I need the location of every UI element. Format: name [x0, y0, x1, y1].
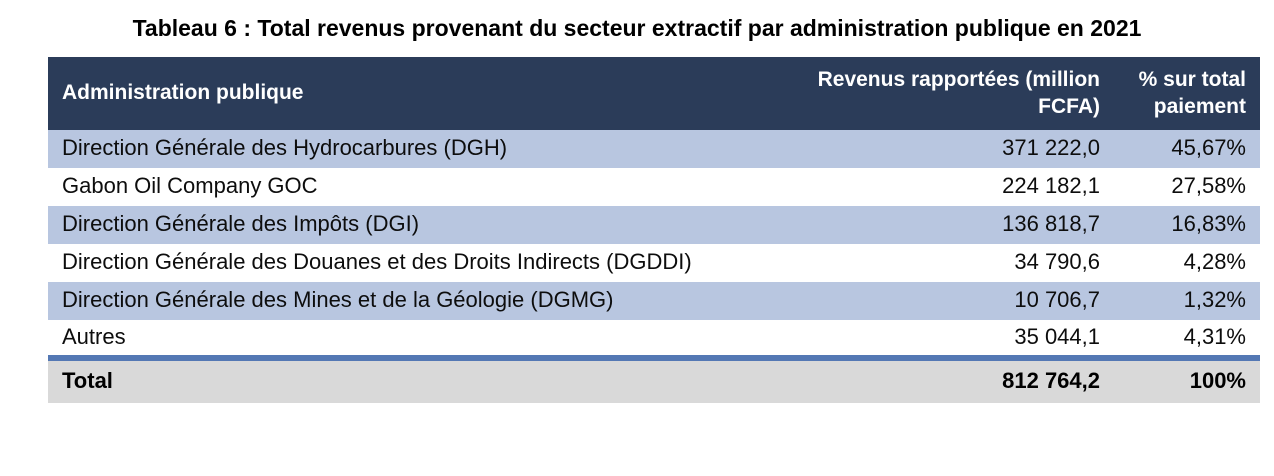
- table-row: Direction Générale des Douanes et des Dr…: [48, 244, 1260, 282]
- table-footer: Total 812 764,2 100%: [48, 355, 1260, 403]
- admin-cell: Direction Générale des Douanes et des Dr…: [62, 249, 692, 274]
- revenue-table: Administration publique Revenus rapporté…: [48, 57, 1260, 403]
- percent-cell: 4,31%: [1183, 323, 1246, 349]
- percent-cell: 45,67%: [1108, 130, 1260, 168]
- table-row: Autres 35 044,1 4,31%: [48, 320, 1260, 358]
- table-body: Direction Générale des Hydrocarbures (DG…: [48, 130, 1260, 358]
- revenue-cell: 136 818,7: [748, 206, 1108, 244]
- column-header-administration: Administration publique: [48, 57, 748, 130]
- revenue-cell: 224 182,1: [1002, 173, 1100, 198]
- admin-cell: Gabon Oil Company GOC: [62, 173, 318, 198]
- revenue-cell: 10 706,7: [748, 282, 1108, 320]
- percent-cell: 27,58%: [1171, 173, 1246, 198]
- table-row: Direction Générale des Mines et de la Gé…: [48, 282, 1260, 320]
- table-title: Tableau 6 : Total revenus provenant du s…: [132, 15, 1142, 41]
- header-row: Administration publique Revenus rapporté…: [48, 57, 1260, 130]
- revenue-cell: 34 790,6: [1014, 249, 1100, 274]
- total-label-cell: Total: [48, 355, 748, 403]
- admin-cell: Autres: [62, 323, 126, 349]
- revenue-cell: 371 222,0: [748, 130, 1108, 168]
- admin-cell: Direction Générale des Impôts (DGI): [48, 206, 748, 244]
- column-header-revenue: Revenus rapportées (million FCFA): [748, 57, 1108, 130]
- total-percent-cell: 100%: [1108, 355, 1260, 403]
- admin-cell: Direction Générale des Mines et de la Gé…: [48, 282, 748, 320]
- percent-cell: 1,32%: [1108, 282, 1260, 320]
- table-row: Direction Générale des Hydrocarbures (DG…: [48, 130, 1260, 168]
- table-row: Gabon Oil Company GOC 224 182,1 27,58%: [48, 168, 1260, 206]
- total-row: Total 812 764,2 100%: [48, 355, 1260, 403]
- table-header: Administration publique Revenus rapporté…: [48, 57, 1260, 130]
- revenue-cell: 35 044,1: [1014, 323, 1100, 349]
- total-revenue-cell: 812 764,2: [748, 355, 1108, 403]
- percent-cell: 16,83%: [1108, 206, 1260, 244]
- column-header-percent: % sur total paiement: [1108, 57, 1260, 130]
- admin-cell: Direction Générale des Hydrocarbures (DG…: [48, 130, 748, 168]
- table-row: Direction Générale des Impôts (DGI) 136 8…: [48, 206, 1260, 244]
- percent-cell: 4,28%: [1183, 249, 1246, 274]
